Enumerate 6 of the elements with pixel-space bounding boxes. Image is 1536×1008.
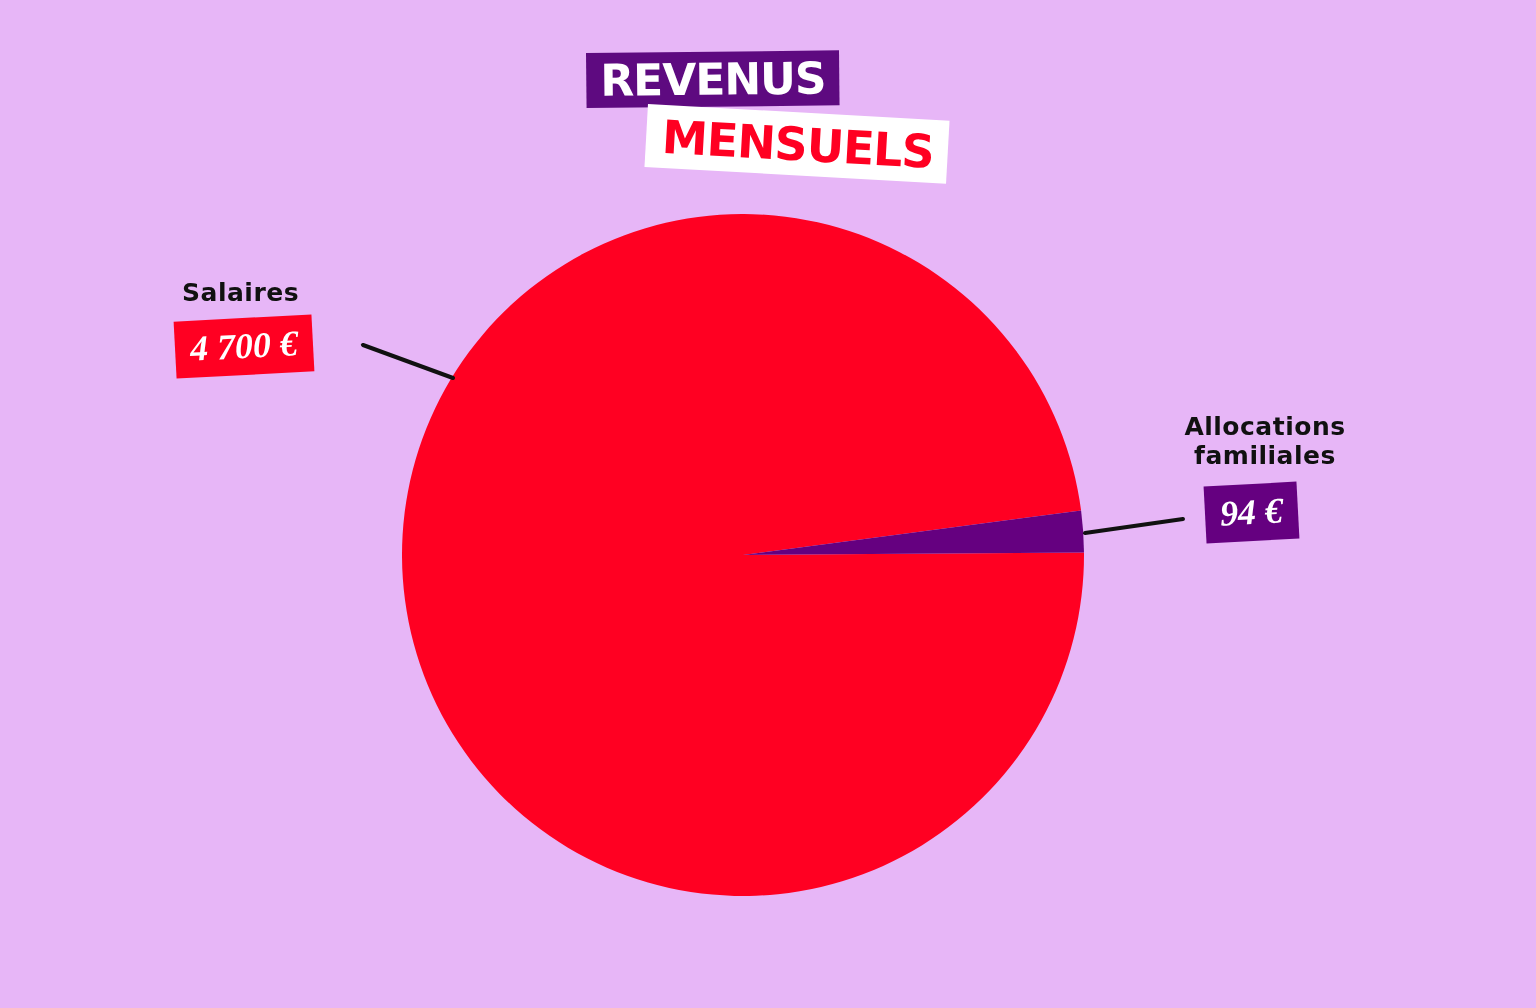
chart-title: REVENUS MENSUELS — [599, 51, 937, 181]
data-label: 4 700 € — [173, 314, 315, 379]
data-label: 94 € — [1203, 481, 1300, 544]
pie-slice — [402, 214, 1084, 896]
slice-label: Allocations familiales — [1183, 412, 1347, 470]
slice-label: Salaires — [182, 278, 301, 307]
